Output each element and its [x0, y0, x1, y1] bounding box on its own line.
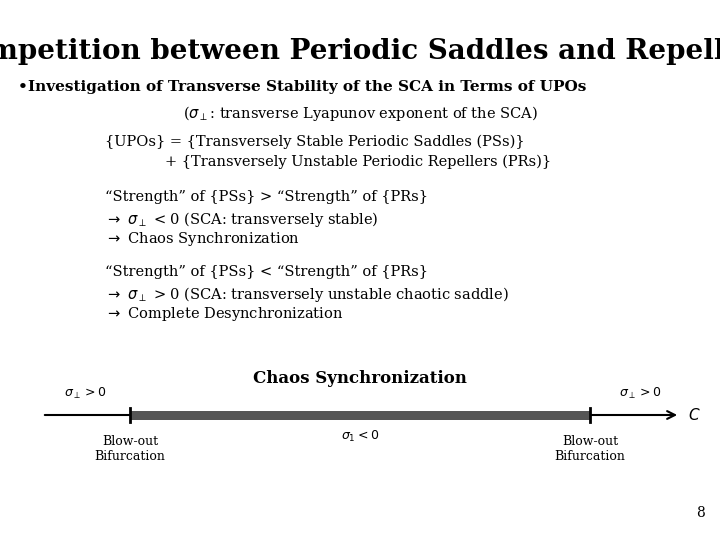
Text: $\rightarrow$ $\sigma_\perp$ < 0 (SCA: transversely stable): $\rightarrow$ $\sigma_\perp$ < 0 (SCA: t…: [105, 210, 379, 229]
Text: $C$: $C$: [688, 407, 701, 423]
Text: $\sigma_\perp>0$: $\sigma_\perp>0$: [64, 386, 106, 401]
Text: $\sigma_1<0$: $\sigma_1<0$: [341, 429, 379, 444]
Text: Blow-out
Bifurcation: Blow-out Bifurcation: [94, 435, 166, 463]
Text: “Strength” of {PSs} < “Strength” of {PRs}: “Strength” of {PSs} < “Strength” of {PRs…: [105, 265, 428, 279]
Text: $\sigma_\perp>0$: $\sigma_\perp>0$: [619, 386, 661, 401]
Text: $\rightarrow$ Chaos Synchronization: $\rightarrow$ Chaos Synchronization: [105, 230, 300, 248]
Text: “Strength” of {PSs} > “Strength” of {PRs}: “Strength” of {PSs} > “Strength” of {PRs…: [105, 190, 428, 204]
Bar: [130, 410, 590, 420]
Text: Chaos Synchronization: Chaos Synchronization: [253, 370, 467, 387]
Text: + {Transversely Unstable Periodic Repellers (PRs)}: + {Transversely Unstable Periodic Repell…: [165, 155, 551, 170]
Text: 8: 8: [696, 506, 705, 520]
Text: $\rightarrow$ Complete Desynchronization: $\rightarrow$ Complete Desynchronization: [105, 305, 343, 323]
Text: Investigation of Transverse Stability of the SCA in Terms of UPOs: Investigation of Transverse Stability of…: [28, 80, 586, 94]
Text: Competition between Periodic Saddles and Repellers: Competition between Periodic Saddles and…: [0, 38, 720, 65]
Text: ($\sigma_\perp$: transverse Lyapunov exponent of the SCA): ($\sigma_\perp$: transverse Lyapunov exp…: [183, 104, 537, 123]
Text: {UPOs} = {Transversely Stable Periodic Saddles (PSs)}: {UPOs} = {Transversely Stable Periodic S…: [105, 135, 525, 150]
Text: •: •: [18, 80, 28, 94]
Text: Blow-out
Bifurcation: Blow-out Bifurcation: [554, 435, 626, 463]
Text: $\rightarrow$ $\sigma_\perp$ > 0 (SCA: transversely unstable chaotic saddle): $\rightarrow$ $\sigma_\perp$ > 0 (SCA: t…: [105, 285, 509, 304]
